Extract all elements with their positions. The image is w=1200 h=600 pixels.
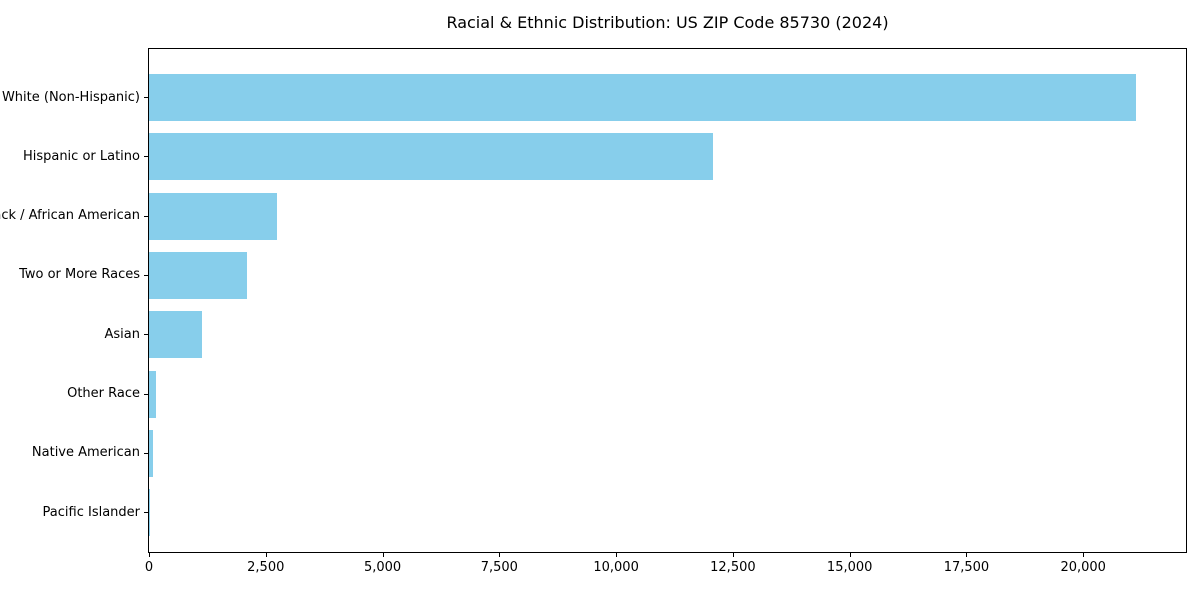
y-tick [144,97,148,98]
x-tick [966,553,968,557]
y-tick-label: Hispanic or Latino [22,148,140,164]
y-tick-label: Other Race [67,386,140,401]
x-tick-label: 10,000 [593,560,639,575]
bar [149,429,153,477]
x-tick [1083,553,1085,557]
x-tick-label: 0 [144,560,154,575]
y-tick-label: Two or More Races [19,267,140,283]
bar [149,489,150,537]
y-tick-label: Pacific Islander [42,504,140,520]
x-tick-label: 20,000 [1060,560,1106,575]
x-tick-label: 15,000 [826,560,873,575]
x-tick [849,553,851,557]
x-tick-label: 17,500 [943,560,990,575]
bar [149,251,247,299]
x-tick-label: 7,500 [480,560,518,575]
bar [149,133,714,181]
y-tick [144,215,148,217]
y-tick [144,512,148,514]
y-tick-label: Asian [104,326,140,342]
bar [149,192,278,240]
y-tick [144,393,148,395]
x-tick-label: 12,500 [710,560,756,575]
bar [149,311,203,359]
y-tick [144,452,148,454]
plot-area: White (Non-Hispanic) Hispanic or Latino Bl… [0,48,1187,575]
y-tick [144,156,148,158]
bar [149,74,1137,121]
y-tick [144,274,148,276]
y-tick-label: Black / African American [0,208,140,224]
x-tick [616,553,618,557]
x-tick [382,553,384,557]
y-tick-label: Native American [31,445,140,461]
x-tick [499,553,501,557]
x-tick-label: 5,000 [363,560,402,575]
y-tick [144,334,148,336]
bar [149,370,156,418]
x-tick-label: 2,500 [247,560,285,575]
y-tick-label: White (Non-Hispanic) [1,89,140,105]
x-tick [732,553,734,557]
x-tick [149,553,150,557]
x-tick [265,553,267,557]
chart-title: Racial & Ethnic Distribution: US ZIP Cod… [446,13,889,32]
